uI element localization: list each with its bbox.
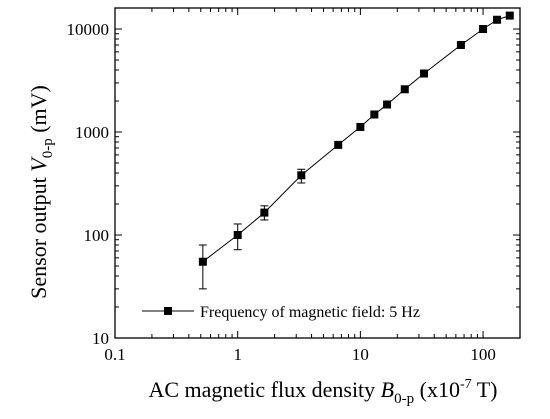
data-point <box>419 69 428 78</box>
x-axis-label-prefix: AC magnetic flux density <box>148 377 380 402</box>
x-axis-label-unit-suffix: T) <box>472 377 498 402</box>
y-tick-label: 10000 <box>67 20 110 39</box>
legend-label: Frequency of magnetic field: 5 Hz <box>200 304 420 321</box>
x-axis-label: AC magnetic flux density B0-p (x10-7 T) <box>148 377 497 407</box>
data-points <box>198 11 514 266</box>
x-tick-label: 10 <box>352 345 369 364</box>
y-tick-label: 100 <box>84 226 110 245</box>
data-point <box>198 257 207 266</box>
x-axis-label-unit-prefix: (x10 <box>414 377 460 402</box>
x-tick-label: 1 <box>233 345 242 364</box>
legend: Frequency of magnetic field: 5 Hz <box>142 304 420 321</box>
y-tick-label: 1000 <box>75 123 109 142</box>
x-axis-label-exponent: -7 <box>460 377 472 392</box>
data-point <box>400 85 409 94</box>
y-axis-label-symbol: V <box>26 156 51 172</box>
axis-ticks <box>114 8 521 339</box>
x-tick-label: 100 <box>470 345 496 364</box>
y-axis-label: Sensor output V0-p (mV) <box>26 85 56 299</box>
x-tick-label: 0.1 <box>104 345 125 364</box>
data-point <box>456 40 465 49</box>
data-point <box>233 231 242 240</box>
data-point <box>356 122 365 131</box>
x-axis-label-subscript: 0-p <box>394 391 414 407</box>
data-point <box>493 15 502 24</box>
data-point <box>334 140 343 149</box>
legend-marker <box>164 307 172 315</box>
y-axis-label-unit: (mV) <box>26 85 51 138</box>
y-tick-label: 10 <box>92 329 109 348</box>
series-line-group <box>202 15 510 263</box>
data-point <box>479 25 488 34</box>
plot-frame <box>114 7 521 339</box>
axis-tick-labels: 0.1 1 10 100 10 100 1000 10000 <box>67 20 496 364</box>
data-point <box>383 100 392 109</box>
data-point <box>505 11 514 20</box>
data-point <box>260 208 269 217</box>
data-point <box>370 110 379 119</box>
y-axis-label-subscript: 0-p <box>40 138 56 158</box>
error-bar <box>198 244 207 290</box>
y-axis-label-prefix: Sensor output <box>26 172 51 299</box>
series-line <box>202 15 510 263</box>
x-axis-label-symbol: B <box>381 377 394 402</box>
plot-border <box>114 7 521 339</box>
data-point <box>297 171 306 180</box>
